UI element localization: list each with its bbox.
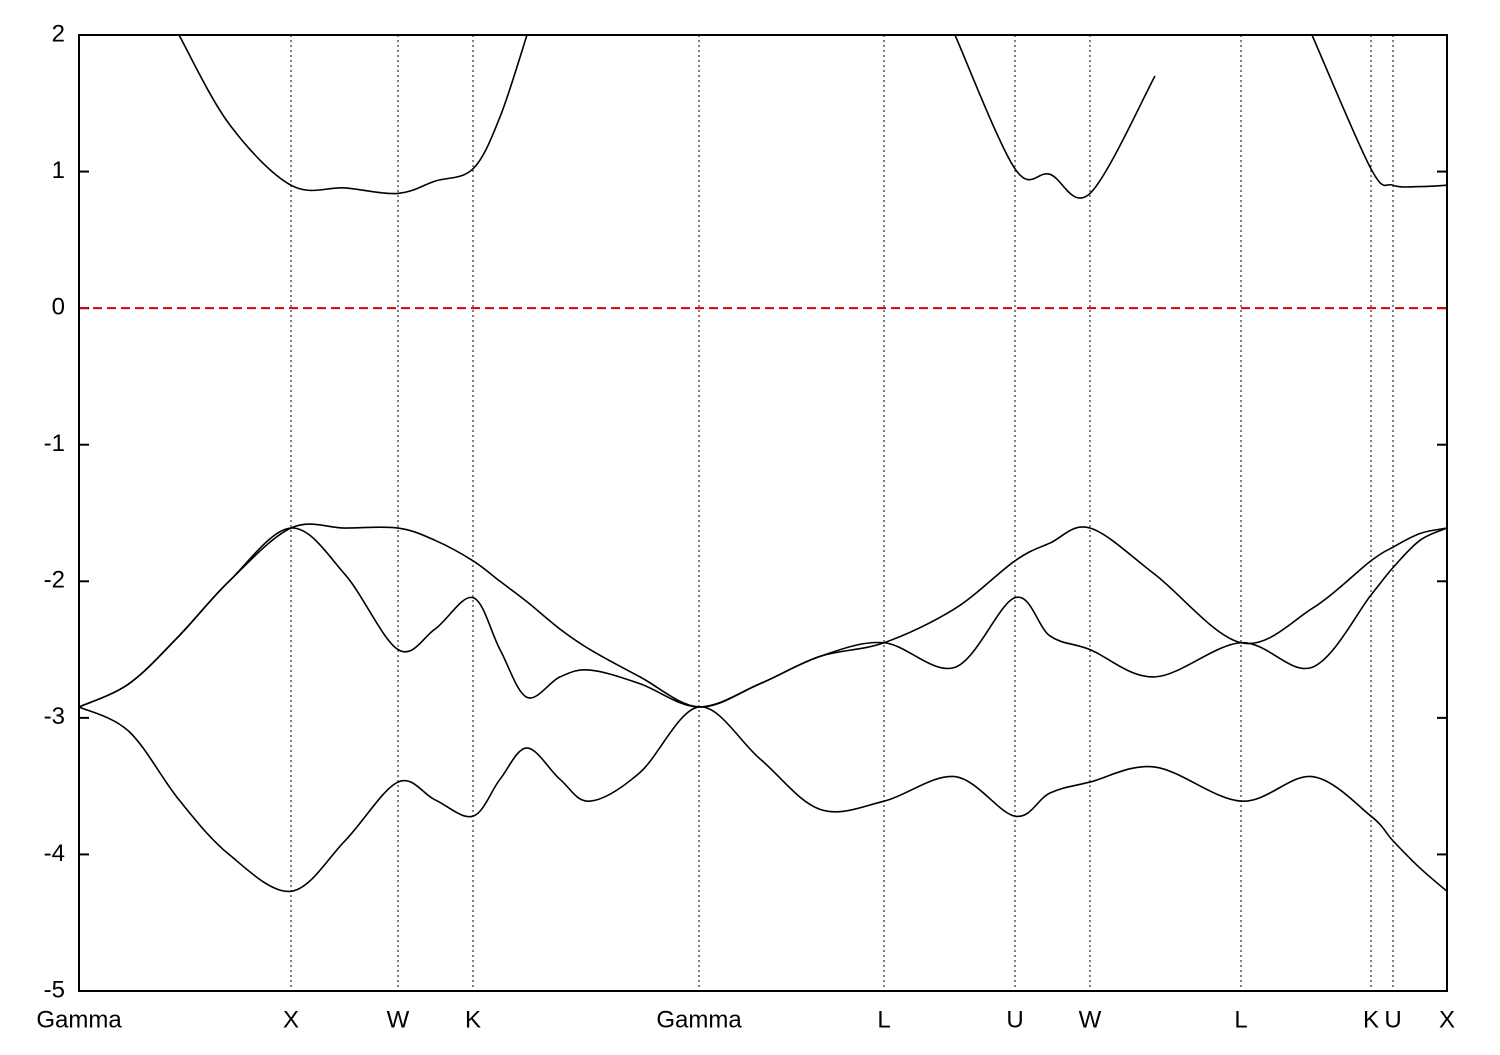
y-tick-label: -2 (44, 567, 65, 594)
band-line (178, 35, 1447, 199)
x-tick-label: Gamma (36, 1006, 122, 1033)
x-tick-label: L (1234, 1006, 1247, 1033)
y-tick-label: 0 (52, 293, 65, 320)
y-tick-label: -3 (44, 703, 65, 730)
y-tick-label: 2 (52, 20, 65, 47)
y-tick-label: -5 (44, 976, 65, 1003)
x-tick-label: X (1439, 1006, 1455, 1033)
x-tick-label: W (387, 1006, 410, 1033)
x-tick-label: X (283, 1006, 299, 1033)
y-tick-label: -1 (44, 430, 65, 457)
band-line (79, 706, 1447, 893)
x-tick-label: Gamma (656, 1006, 742, 1033)
x-tick-label: W (1079, 1006, 1102, 1033)
x-tick-label: U (1384, 1006, 1401, 1033)
y-tick-label: 1 (52, 157, 65, 184)
plot-frame (78, 34, 1448, 992)
x-tick-label: K (465, 1006, 481, 1033)
y-tick-label: -4 (44, 840, 65, 867)
band-line (79, 527, 1447, 708)
x-tick-label: U (1006, 1006, 1023, 1033)
x-tick-label: L (877, 1006, 890, 1033)
band-line (79, 523, 1447, 708)
x-tick-label: K (1363, 1006, 1379, 1033)
